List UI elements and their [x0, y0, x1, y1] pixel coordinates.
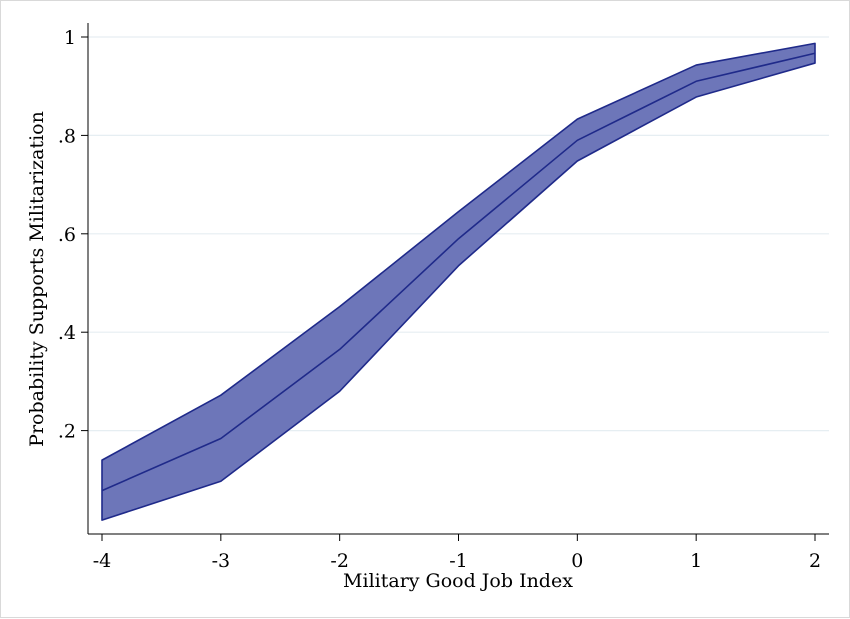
x-axis-title: Military Good Job Index [343, 570, 573, 592]
x-tick-label: 2 [809, 550, 821, 572]
x-tick-label: 1 [690, 550, 702, 572]
x-tick-label: -3 [212, 550, 231, 572]
y-axis-title: Probability Supports Militarization [26, 111, 48, 447]
confidence-band-layer [102, 43, 815, 520]
x-tick-label: -4 [93, 550, 112, 572]
x-tick-label: -1 [449, 550, 468, 572]
y-tick-label: .2 [58, 421, 76, 443]
confidence-band [102, 43, 815, 520]
y-tick-label: .6 [58, 224, 76, 246]
x-tick-label: 0 [571, 550, 583, 572]
x-tick-label: -2 [330, 550, 349, 572]
y-tick-label: 1 [64, 27, 76, 49]
y-tick-label: .8 [58, 125, 76, 147]
y-tick-label: .4 [58, 322, 76, 344]
